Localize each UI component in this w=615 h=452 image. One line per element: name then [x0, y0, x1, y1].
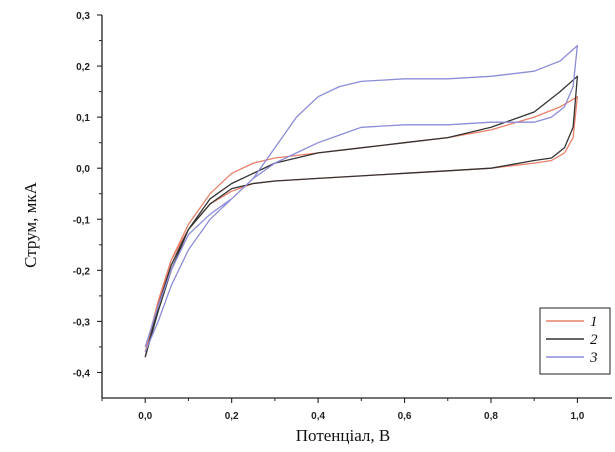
x-tick-label: 0,2	[225, 411, 239, 422]
series-layer	[144, 44, 579, 358]
x-tick-label: 0,6	[398, 411, 412, 422]
y-tick-label: 0,2	[76, 62, 90, 73]
y-tick-label: 0,1	[76, 113, 90, 124]
axes: 0,3 0,2 0,1 0,0 -0,1 -0,2 -0,3 -0,4 0,0 0,2 0,4 0,6…	[73, 11, 612, 422]
series-1-line	[144, 96, 579, 358]
x-tick-label: 1,0	[570, 411, 584, 422]
y-tick-label: -0,1	[73, 215, 91, 226]
x-axis-title: Потенціал, В	[296, 426, 390, 445]
legend-label-2: 2	[590, 332, 598, 348]
x-tick-label: 0,4	[311, 411, 325, 422]
y-tick-label: -0,3	[73, 317, 91, 328]
y-axis-title: Струм, мкА	[21, 181, 40, 268]
y-tick-label: 0,0	[76, 164, 90, 175]
legend-label-1: 1	[590, 314, 598, 330]
x-tick-label: 0,8	[484, 411, 498, 422]
series-2-line	[144, 75, 579, 358]
legend-box	[539, 307, 611, 375]
x-tick-label: 0,0	[138, 411, 152, 422]
series-3-line	[144, 44, 579, 353]
y-tick-label: -0,2	[73, 266, 91, 277]
y-tick-label: 0,3	[76, 11, 90, 22]
y-tick-label: -0,4	[73, 368, 91, 379]
legend-label-3: 3	[589, 350, 598, 366]
legend: 1 2 3	[539, 307, 611, 375]
